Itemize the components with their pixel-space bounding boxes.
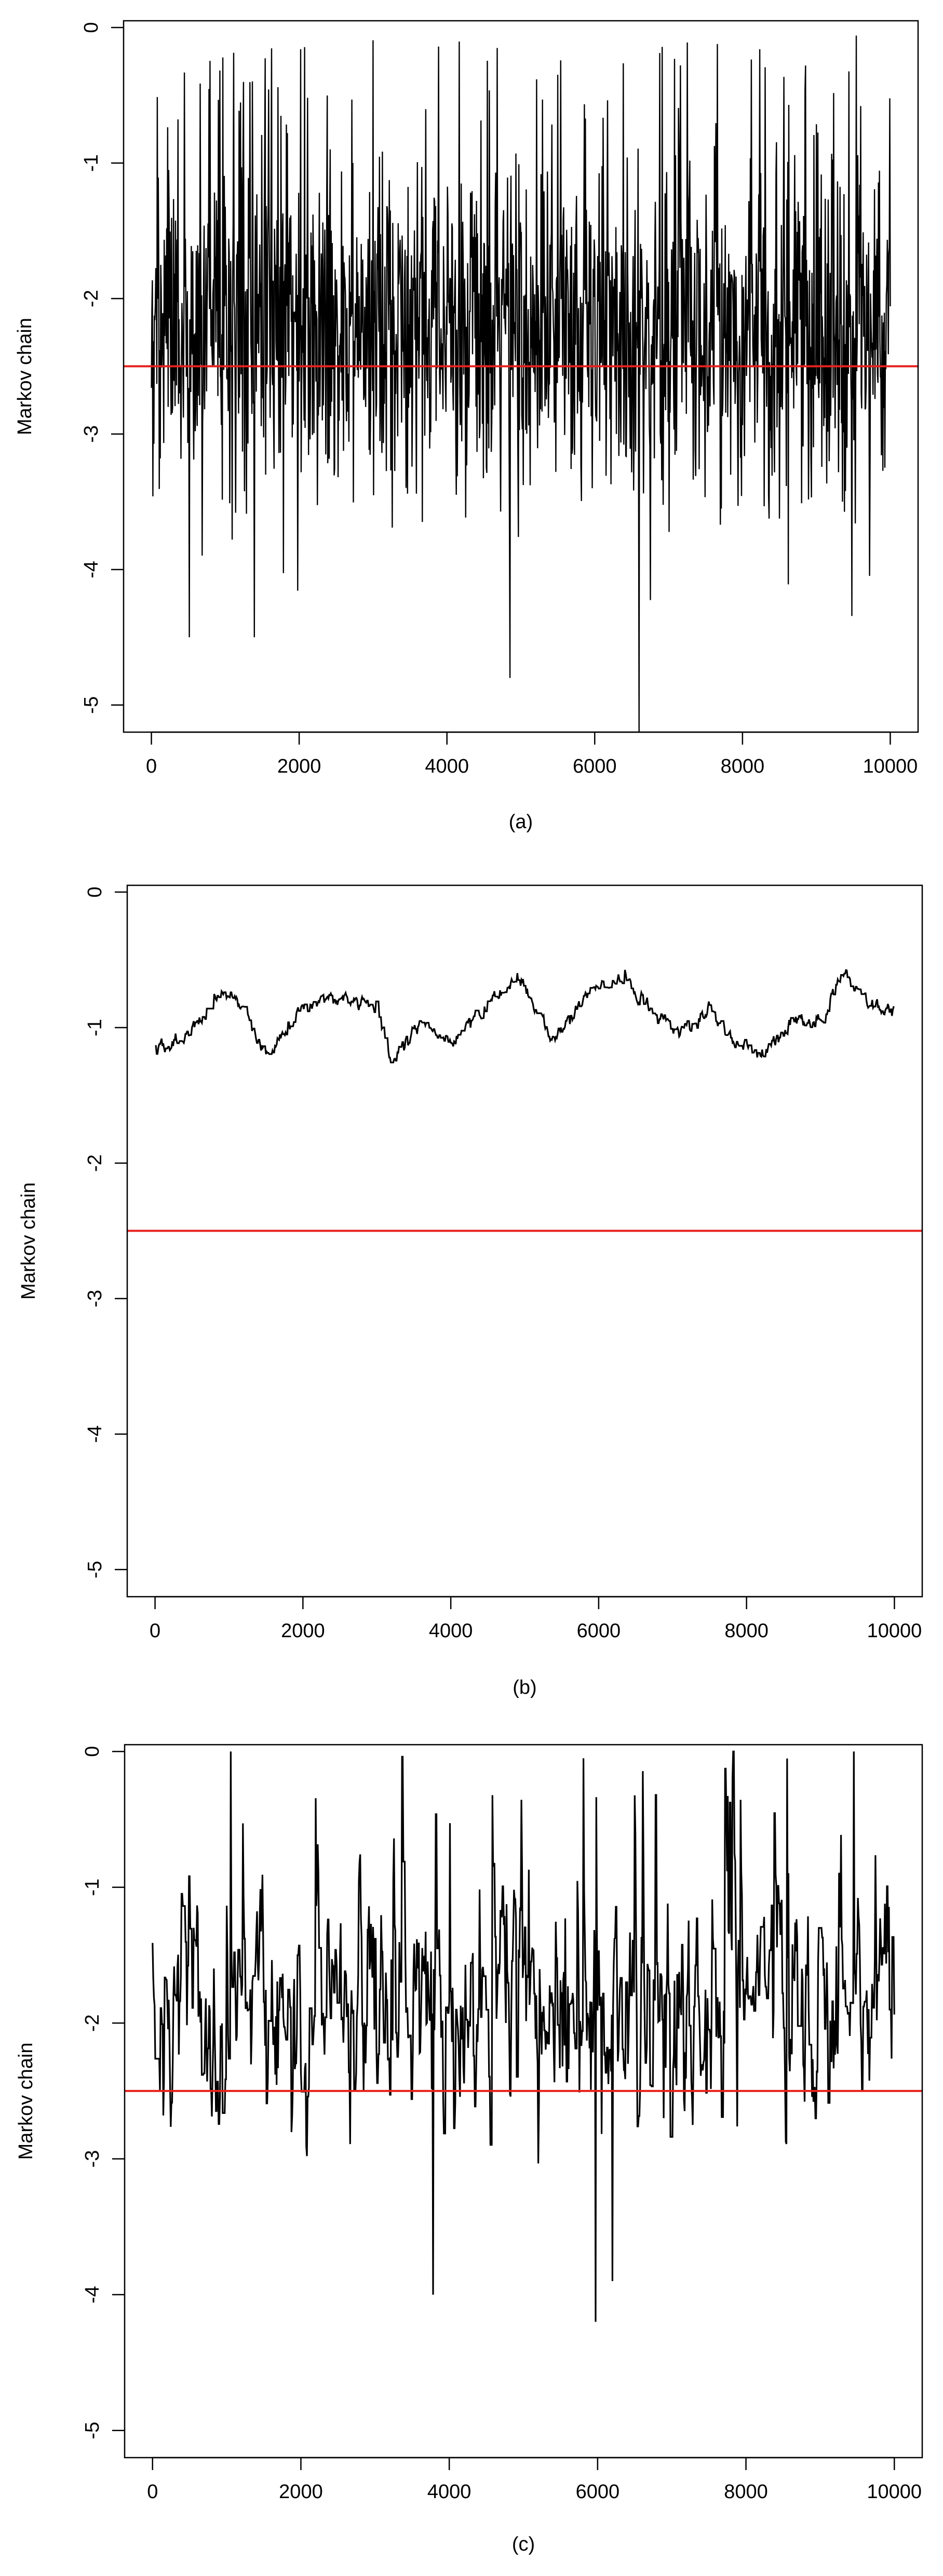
x-tick-label: 8000 (721, 756, 765, 777)
y-tick-label: -4 (80, 561, 102, 578)
y-tick-label: -1 (82, 1879, 103, 1896)
y-tick-label: 0 (82, 1746, 103, 1757)
x-tick-label: 0 (147, 2481, 158, 2503)
markov-chain-trace-line (155, 969, 895, 1063)
y-axis-title: Markov chain (15, 2043, 37, 2160)
y-tick-label: 0 (84, 886, 106, 897)
x-tick-label: 2000 (281, 1620, 325, 1642)
markov-chain-trace-line (151, 35, 891, 732)
y-tick-label: -2 (80, 290, 102, 307)
markov-chain-trace-line (152, 1750, 895, 2322)
y-tick-label: -3 (80, 425, 102, 443)
y-tick-label: 0 (80, 22, 102, 33)
y-tick-label: -1 (84, 1019, 106, 1036)
trace-panels: 0 2000 4000 6000 8000 10000 0 -1 -2 -3 -4 -5 Markov … (14, 20, 923, 2555)
y-axis-title: Markov chain (14, 318, 36, 435)
y-tick-label: -4 (82, 2286, 103, 2303)
y-tick-label: -2 (82, 2014, 103, 2032)
x-tick-label: 4000 (429, 1620, 473, 1642)
panel-label: (a) (509, 811, 533, 833)
panel-label: (b) (513, 1677, 536, 1698)
y-tick-label: -3 (84, 1290, 106, 1307)
y-tick-label: -2 (84, 1154, 106, 1172)
y-tick-label: -4 (84, 1425, 106, 1443)
x-tick-label: 8000 (724, 2481, 768, 2503)
y-axis-title: Markov chain (18, 1182, 39, 1300)
x-tick-label: 6000 (576, 2481, 620, 2503)
x-tick-label: 10000 (863, 756, 918, 777)
y-tick-label: -3 (82, 2150, 103, 2168)
x-tick-label: 4000 (425, 756, 469, 777)
x-tick-label: 6000 (573, 756, 617, 777)
x-tick-label: 0 (150, 1620, 160, 1642)
panel-label: (c) (512, 2533, 535, 2555)
y-tick-label: -5 (80, 696, 102, 714)
x-tick-label: 8000 (724, 1620, 769, 1642)
y-tick-label: -5 (84, 1561, 106, 1579)
x-tick-label: 4000 (427, 2481, 471, 2503)
y-tick-label: -1 (80, 154, 102, 172)
trace-panel-3: 0 2000 4000 6000 8000 10000 0 -1 -2 -3 -4 -5 Markov … (15, 1744, 923, 2555)
x-tick-label: 2000 (279, 2481, 323, 2503)
x-tick-label: 10000 (867, 1620, 922, 1642)
x-tick-label: 0 (146, 756, 157, 777)
x-tick-label: 2000 (277, 756, 321, 777)
trace-panel-2: 0 2000 4000 6000 8000 10000 0 -1 -2 -3 -4 -5 Markov … (18, 884, 923, 1698)
y-tick-label: -5 (82, 2422, 103, 2439)
trace-panel-1: 0 2000 4000 6000 8000 10000 0 -1 -2 -3 -4 -5 Markov … (14, 20, 919, 833)
x-tick-label: 6000 (577, 1620, 621, 1642)
x-tick-label: 10000 (867, 2481, 922, 2503)
